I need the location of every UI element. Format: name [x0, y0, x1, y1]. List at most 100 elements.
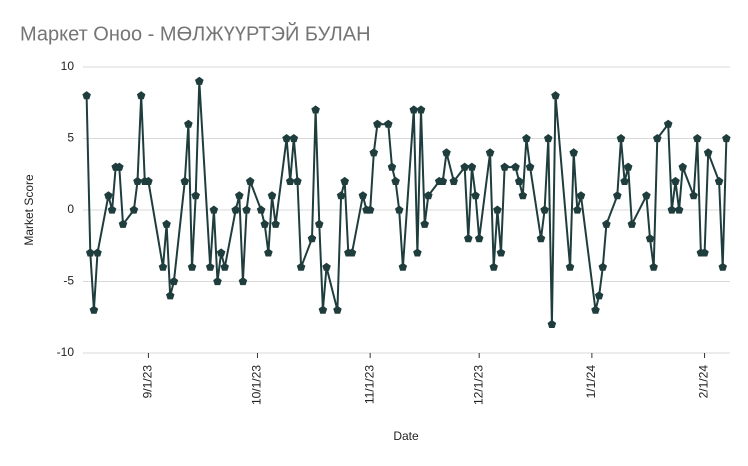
point — [544, 134, 553, 143]
point — [104, 191, 113, 200]
point — [536, 234, 546, 243]
point — [424, 191, 433, 200]
point — [485, 148, 495, 157]
point — [296, 262, 306, 271]
point — [285, 176, 295, 185]
point — [540, 205, 549, 214]
point — [576, 191, 586, 200]
x-tick-label: 10/1/23 — [250, 365, 264, 405]
point — [718, 262, 727, 271]
point — [722, 134, 731, 143]
point — [573, 205, 582, 214]
point — [213, 277, 222, 286]
x-axis-label: Date — [393, 429, 419, 443]
point — [449, 176, 458, 185]
point — [511, 162, 520, 171]
point — [623, 162, 633, 171]
point — [235, 191, 244, 200]
point — [245, 176, 255, 185]
point — [264, 248, 273, 257]
point — [315, 219, 324, 228]
point — [267, 191, 277, 200]
point — [442, 148, 451, 157]
point — [591, 305, 600, 314]
point — [416, 105, 426, 114]
point — [129, 205, 139, 214]
point — [220, 262, 229, 271]
point — [260, 219, 269, 228]
point — [144, 176, 153, 185]
point — [358, 191, 368, 200]
y-tick-label: -10 — [57, 345, 75, 359]
point — [347, 248, 357, 257]
point — [216, 248, 226, 257]
x-tick-label: 9/1/23 — [141, 365, 155, 399]
point — [602, 219, 611, 228]
point — [242, 205, 251, 214]
point — [93, 248, 102, 257]
point — [180, 176, 190, 185]
point — [336, 191, 346, 200]
point — [460, 162, 469, 171]
x-tick-label: 2/1/24 — [697, 365, 711, 399]
point — [293, 176, 302, 185]
point — [398, 262, 408, 271]
point — [289, 134, 299, 143]
point — [522, 134, 531, 143]
point — [387, 162, 397, 171]
point — [714, 176, 724, 185]
point — [82, 91, 91, 100]
point — [642, 191, 651, 200]
point — [169, 277, 179, 286]
point — [115, 162, 124, 171]
point — [391, 176, 400, 185]
point — [613, 191, 622, 200]
y-tick-label: 0 — [67, 202, 74, 216]
point — [365, 205, 375, 214]
point — [136, 91, 146, 100]
x-tick-label: 11/1/23 — [362, 365, 376, 404]
point — [307, 234, 317, 243]
point — [318, 305, 328, 314]
point — [187, 262, 197, 271]
line — [85, 81, 728, 325]
point — [671, 176, 680, 185]
point — [420, 219, 429, 228]
point — [464, 234, 473, 243]
point — [282, 134, 291, 143]
point — [565, 262, 575, 271]
point — [703, 148, 713, 157]
point — [653, 134, 662, 143]
point — [373, 119, 382, 128]
point — [271, 219, 280, 228]
point — [162, 219, 171, 228]
point — [184, 119, 193, 128]
point — [496, 248, 506, 257]
point — [333, 305, 342, 314]
point — [438, 176, 448, 185]
y-tick-label: 10 — [61, 59, 75, 73]
point — [133, 176, 142, 185]
point — [467, 162, 477, 171]
x-tick-label: 12/1/23 — [471, 365, 485, 405]
point — [166, 291, 175, 300]
point — [649, 262, 658, 271]
point — [209, 205, 219, 214]
point — [645, 234, 655, 243]
point — [620, 176, 629, 185]
point — [118, 219, 128, 228]
point — [616, 134, 626, 143]
point — [384, 119, 393, 128]
point — [158, 262, 168, 271]
point — [311, 105, 320, 114]
point — [667, 205, 677, 214]
point — [89, 305, 99, 314]
point — [598, 262, 608, 271]
point — [340, 176, 349, 185]
point — [674, 205, 684, 214]
point — [663, 119, 673, 128]
point — [86, 248, 95, 257]
point — [231, 205, 240, 214]
point — [500, 162, 509, 171]
